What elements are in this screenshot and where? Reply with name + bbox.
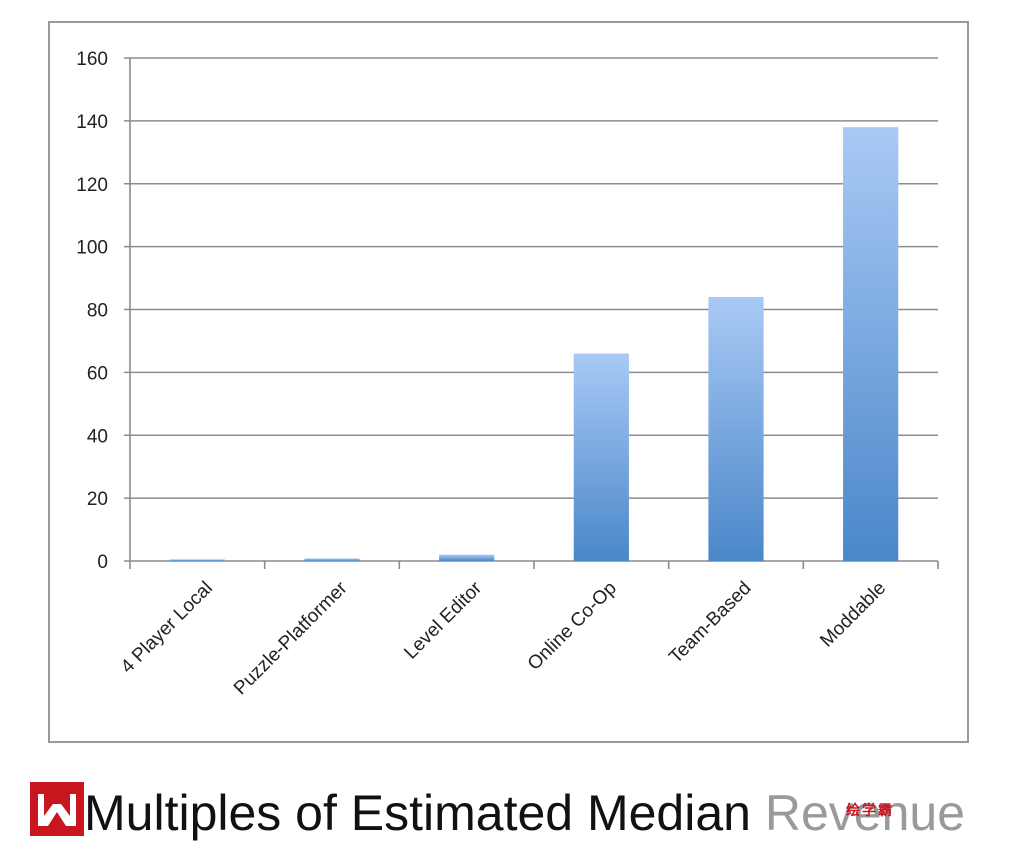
chart-frame: 0 20 40 60 80 100 120 140 160 4 Player Local Puzzl… [48, 21, 969, 743]
logo [30, 782, 84, 836]
y-tick-label: 20 [87, 489, 108, 510]
x-category-label: Online Co-Op [524, 578, 621, 675]
y-tick-label: 80 [87, 301, 108, 322]
y-tick-label: 100 [76, 238, 108, 259]
y-tick-label: 40 [87, 426, 108, 447]
watermark-text: 绘学霸 [846, 803, 894, 819]
bar-moddable [843, 127, 899, 561]
bar-puzzle-platformer [304, 558, 360, 561]
bar-chart: 0 20 40 60 80 100 120 140 160 4 Player Local Puzzl… [76, 49, 939, 699]
y-tick-label: 160 [76, 49, 108, 70]
bar-level-editor [439, 554, 495, 561]
x-category-label: Moddable [816, 578, 890, 652]
y-tick-label: 60 [87, 363, 108, 384]
x-category-label: Level Editor [400, 577, 486, 663]
x-category-label: Puzzle-Platformer [230, 577, 352, 699]
caption-title-main: Multiples of Estimated Median [84, 785, 765, 841]
x-category-label: Team-Based [665, 578, 755, 668]
bar-team-based [708, 296, 764, 561]
caption-title-faded: Revenue [764, 785, 966, 841]
y-tick-label: 120 [76, 175, 108, 196]
chart-caption: Multiples of Estimated Median Revenue [84, 784, 965, 842]
y-tick-label: 0 [97, 552, 108, 573]
bar-online-co-op [573, 353, 629, 561]
x-category-label: 4 Player Local [117, 578, 217, 678]
bar-4-player-local [169, 559, 225, 561]
y-tick-label: 140 [76, 112, 108, 133]
